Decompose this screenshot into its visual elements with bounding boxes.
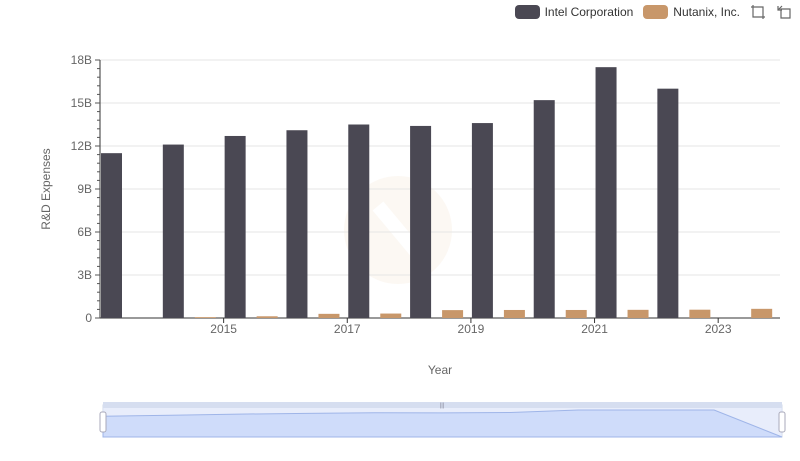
bar-intel[interactable] xyxy=(657,88,679,319)
bar-nutanix[interactable] xyxy=(503,309,525,318)
y-axis: 0 3B 6B 9B 12B 15B 18B xyxy=(71,53,101,325)
y-tick-label: 6B xyxy=(77,225,92,239)
reset-zoom-icon[interactable] xyxy=(776,4,792,20)
slider-top-bar[interactable] xyxy=(103,402,782,408)
bar-intel[interactable] xyxy=(101,153,122,318)
y-tick-label: 12B xyxy=(71,139,92,153)
y-tick-label: 9B xyxy=(77,182,92,196)
bar-intel[interactable] xyxy=(410,125,432,318)
bar-intel[interactable] xyxy=(224,135,246,318)
y-tick-label: 15B xyxy=(71,96,92,110)
bar-intel[interactable] xyxy=(286,130,308,318)
bar-nutanix[interactable] xyxy=(627,309,649,318)
bar-nutanix[interactable] xyxy=(442,310,464,318)
slider-handle-left[interactable] xyxy=(99,411,107,433)
legend-item-intel[interactable]: Intel Corporation xyxy=(514,5,634,19)
x-axis-title: Year xyxy=(428,363,452,377)
y-tick-label: 3B xyxy=(77,268,92,282)
y-axis-title: R&D Expenses xyxy=(39,148,53,229)
x-tick-label: 2019 xyxy=(458,322,485,336)
legend-item-nutanix[interactable]: Nutanix, Inc. xyxy=(643,5,740,19)
x-axis: 2015 2017 2019 2021 2023 xyxy=(100,317,780,336)
bar-nutanix[interactable] xyxy=(194,317,216,318)
x-tick-label: 2017 xyxy=(334,322,361,336)
slider-grip-icon: ||| xyxy=(440,403,445,409)
data-zoom-slider[interactable]: ||| xyxy=(99,402,786,438)
bar-nutanix[interactable] xyxy=(256,316,278,318)
legend-label-nutanix: Nutanix, Inc. xyxy=(673,5,740,19)
bar-intel[interactable] xyxy=(595,67,617,319)
legend-swatch-intel xyxy=(514,5,540,19)
bar-nutanix[interactable] xyxy=(689,309,711,318)
slider-preview-area xyxy=(102,409,783,438)
slider-handle-right[interactable] xyxy=(778,411,786,433)
bar-intel[interactable] xyxy=(533,100,555,318)
bar-nutanix[interactable] xyxy=(380,313,402,318)
x-tick-label: 2021 xyxy=(581,322,608,336)
y-tick-label: 0 xyxy=(85,311,92,325)
bar-intel[interactable] xyxy=(471,123,493,318)
bar-intel[interactable] xyxy=(348,124,370,319)
bars xyxy=(101,67,773,319)
bar-nutanix[interactable] xyxy=(751,308,773,318)
bar-nutanix[interactable] xyxy=(565,309,587,318)
legend-swatch-nutanix xyxy=(643,5,669,19)
x-tick-label: 2023 xyxy=(705,322,732,336)
chart-legend: Intel Corporation Nutanix, Inc. xyxy=(514,4,792,20)
bar-intel[interactable] xyxy=(162,144,184,318)
zoom-icon[interactable] xyxy=(750,4,766,20)
y-tick-label: 18B xyxy=(71,53,92,67)
legend-label-intel: Intel Corporation xyxy=(544,5,634,19)
bar-nutanix[interactable] xyxy=(318,313,340,318)
x-tick-label: 2015 xyxy=(210,322,237,336)
